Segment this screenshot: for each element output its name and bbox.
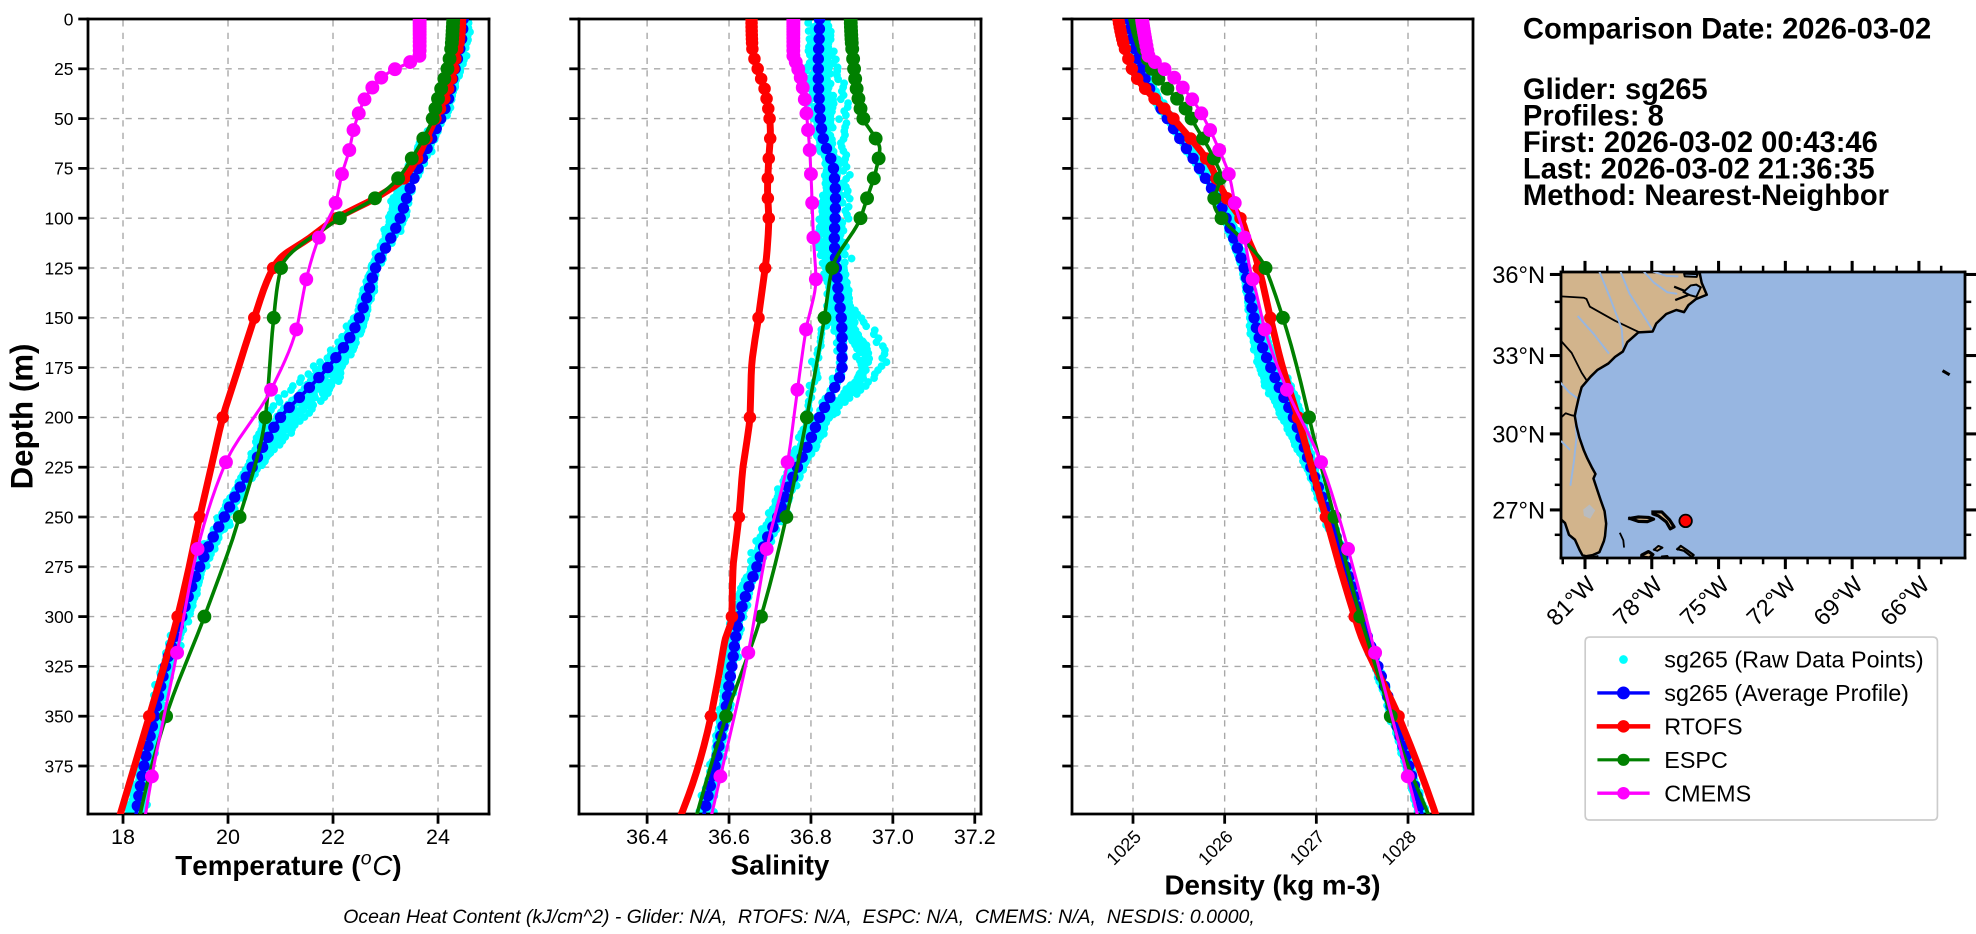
svg-text:Glider: sg265: Glider: sg265 (1523, 74, 1708, 106)
svg-text:36°N: 36°N (1492, 263, 1545, 289)
svg-text:22: 22 (321, 825, 345, 849)
svg-text:RTOFS: RTOFS (1664, 714, 1742, 740)
svg-text:325: 325 (44, 657, 73, 677)
svg-text:Density (kg m-3): Density (kg m-3) (1165, 870, 1381, 901)
svg-text:Salinity: Salinity (731, 849, 830, 880)
svg-text:100: 100 (44, 208, 73, 228)
svg-text:200: 200 (44, 408, 73, 428)
svg-text:ESPC: ESPC (1664, 747, 1728, 773)
svg-text:24: 24 (426, 825, 450, 849)
svg-text:175: 175 (44, 358, 73, 378)
svg-text:350: 350 (44, 706, 73, 726)
svg-text:Last: 2026-03-02 21:36:35: Last: 2026-03-02 21:36:35 (1523, 153, 1875, 185)
svg-text:37.0: 37.0 (872, 825, 914, 849)
svg-text:30°N: 30°N (1492, 422, 1545, 448)
svg-text:27°N: 27°N (1492, 498, 1545, 524)
svg-text:125: 125 (44, 258, 73, 278)
svg-text:Profiles: 8: Profiles: 8 (1523, 100, 1664, 132)
svg-text:0: 0 (64, 9, 74, 29)
svg-text:Depth (m): Depth (m) (4, 344, 39, 490)
svg-text:37.2: 37.2 (954, 825, 996, 849)
svg-text:sg265 (Raw Data Points): sg265 (Raw Data Points) (1664, 647, 1923, 673)
svg-text:T e m p: T e m p e r a t u r e ( ) o C (175, 845, 408, 881)
svg-text:225: 225 (44, 457, 73, 477)
svg-text:150: 150 (44, 308, 73, 328)
svg-text:sg265 (Average Profile): sg265 (Average Profile) (1664, 680, 1909, 706)
svg-text:20: 20 (216, 825, 240, 849)
svg-text:Ocean Heat Content (kJ/cm^2) -: Ocean Heat Content (kJ/cm^2) - Glider: N… (343, 906, 1254, 928)
svg-text:375: 375 (44, 756, 73, 776)
svg-text:36.6: 36.6 (708, 825, 750, 849)
svg-text:18: 18 (111, 825, 135, 849)
svg-text:75: 75 (54, 159, 73, 179)
svg-text:Comparison Date: 2026-03-02: Comparison Date: 2026-03-02 (1523, 14, 1931, 46)
svg-text:50: 50 (54, 109, 73, 129)
svg-text:36.8: 36.8 (790, 825, 832, 849)
svg-text:300: 300 (44, 607, 73, 627)
svg-text:Method: Nearest-Neighbor: Method: Nearest-Neighbor (1523, 180, 1889, 212)
svg-text:First: 2026-03-02 00:43:46: First: 2026-03-02 00:43:46 (1523, 127, 1878, 159)
svg-text:CMEMS: CMEMS (1664, 780, 1751, 806)
svg-text:33°N: 33°N (1492, 344, 1545, 370)
svg-text:275: 275 (44, 557, 73, 577)
svg-text:250: 250 (44, 507, 73, 527)
svg-text:25: 25 (54, 59, 73, 79)
svg-text:36.4: 36.4 (626, 825, 668, 849)
